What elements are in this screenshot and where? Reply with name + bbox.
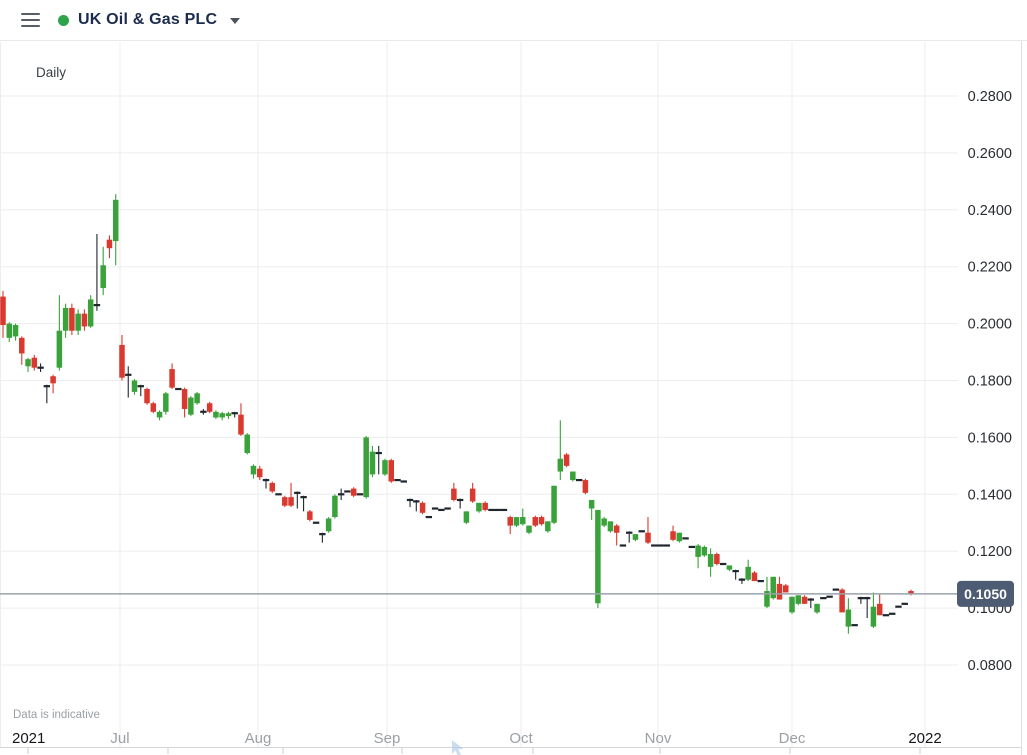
svg-text:0.2600: 0.2600 [968, 146, 1012, 162]
svg-text:Jul: Jul [110, 730, 129, 747]
svg-text:Sep: Sep [374, 730, 401, 747]
hamburger-menu-icon[interactable] [20, 10, 41, 30]
cursor-ghost-icon [452, 740, 464, 755]
instrument-title: UK Oil & Gas PLC [78, 11, 218, 28]
grid [0, 42, 958, 747]
svg-text:0.2400: 0.2400 [968, 203, 1012, 219]
current-price-badge: 0.1050 [957, 580, 1014, 607]
svg-text:Oct: Oct [509, 730, 533, 747]
watermark-text: Data is indicative [13, 709, 100, 721]
interval-label: Daily [36, 65, 67, 80]
svg-text:0.1600: 0.1600 [968, 430, 1012, 446]
svg-text:0.2800: 0.2800 [968, 89, 1012, 105]
svg-text:0.1200: 0.1200 [968, 544, 1012, 560]
svg-text:2022: 2022 [908, 730, 941, 747]
axis-frame [0, 40, 1022, 755]
candlestick-series [0, 194, 914, 634]
svg-text:0.0800: 0.0800 [968, 658, 1012, 674]
svg-text:0.2000: 0.2000 [968, 317, 1012, 333]
svg-text:0.2200: 0.2200 [968, 260, 1012, 276]
instrument-selector[interactable]: UK Oil & Gas PLC [58, 11, 241, 29]
svg-text:0.1050: 0.1050 [964, 586, 1007, 602]
chevron-down-icon [230, 18, 241, 24]
svg-text:Nov: Nov [645, 730, 672, 747]
svg-text:0.1400: 0.1400 [968, 487, 1012, 503]
chart-header: UK Oil & Gas PLC [0, 0, 1027, 41]
svg-text:Dec: Dec [779, 730, 806, 747]
market-open-dot-icon [58, 14, 69, 26]
svg-text:0.1800: 0.1800 [968, 374, 1012, 390]
x-axis-labels: Jul Aug Sep Oct Nov Dec 2021 2022 [12, 730, 942, 747]
svg-text:2021: 2021 [12, 730, 45, 747]
svg-text:Aug: Aug [245, 730, 272, 747]
